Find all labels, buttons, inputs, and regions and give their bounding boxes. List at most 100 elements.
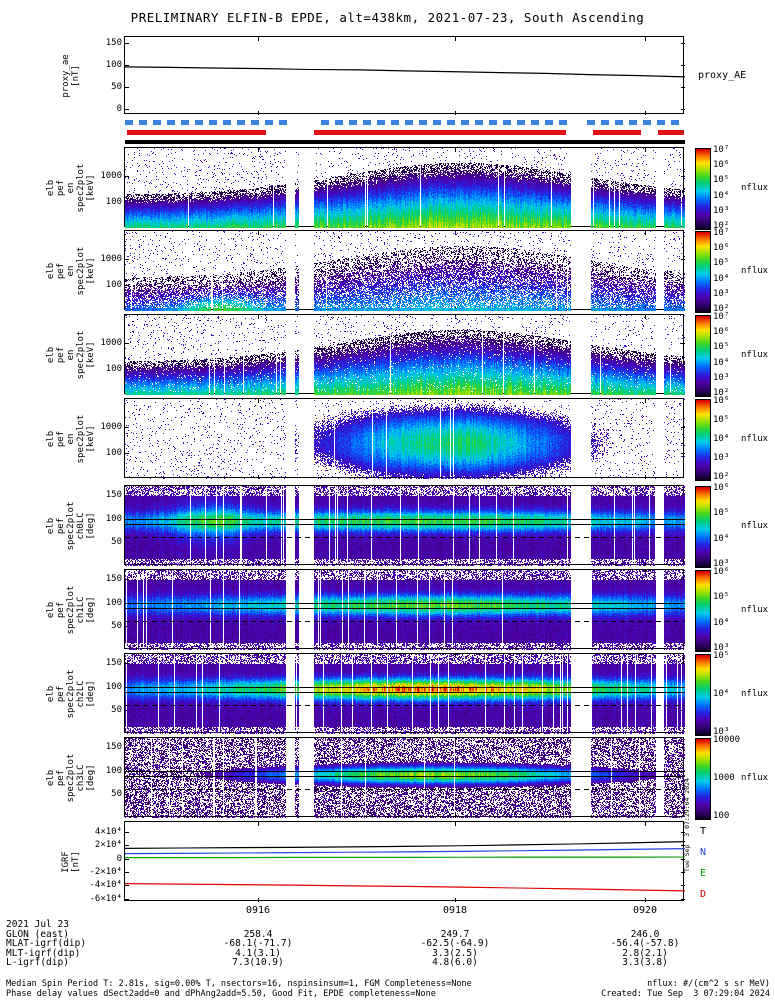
en1-cb-label: 10⁷ (713, 228, 730, 238)
pa2-ylabel-text: elb pef spec2plot ch2LC [deg] (46, 669, 96, 719)
avail-blue-dash (167, 120, 175, 125)
en2-cb-label: 10⁶ (713, 327, 730, 337)
avail-blue-dash (195, 120, 203, 125)
avail-blue-dash (153, 120, 161, 125)
avail-blue-dash (377, 120, 385, 125)
bottom-row-label-2: MLAT-igrf(dip) (6, 938, 87, 949)
bottom-row-value: 249.7 (440, 929, 470, 940)
bottom-row-value: 258.4 (243, 929, 273, 940)
pa1-cb-label: 10⁶ (713, 567, 730, 577)
side-timestamp-text: Tue Sep 3 07:29:04 2024 (683, 777, 691, 872)
en0-cb-label: 10⁵ (713, 175, 730, 185)
bottom-row-value: -68.1(-71.7) (223, 938, 293, 949)
avail-blue-dash (419, 120, 427, 125)
pa3-cb-title: nflux (741, 773, 769, 783)
avail-blue-dash (223, 120, 231, 125)
igrf-ytick-label: 4×10⁴ (94, 827, 122, 837)
avail-blue-dash (629, 120, 637, 125)
pa1-ytick-label: 100 (105, 598, 122, 608)
en0-ytick-label: 1000 (100, 171, 122, 181)
avail-blue-dash (587, 120, 595, 125)
pa2-cb-label: 10⁵ (713, 651, 730, 661)
pa0-colorbar (695, 486, 711, 568)
bottom-row-value: 246.0 (630, 929, 660, 940)
pa0-ytick-label: 150 (105, 490, 122, 500)
en1-cb-label: 10² (713, 304, 730, 314)
pa3-ytick-label: 50 (111, 789, 122, 799)
bottom-row-value: 3.3(3.8) (622, 957, 668, 968)
en1-cb-title: nflux (741, 266, 769, 276)
en0-ytick-label: 100 (105, 197, 122, 207)
pa0-cb-label: 10⁴ (713, 534, 730, 544)
pa2-ytick-label: 100 (105, 682, 122, 692)
footer-phase-delay: Phase delay values dSect2add=0 and dPhAn… (6, 989, 436, 999)
igrf-ytick-label: -2×10⁴ (89, 867, 122, 877)
pa1-cb-label: 10⁵ (713, 592, 730, 602)
pa0-ytick-label: 100 (105, 514, 122, 524)
en2-ytick-label: 100 (105, 364, 122, 374)
pa2-ytick-label: 50 (111, 705, 122, 715)
en2-spectrogram-canvas (125, 315, 685, 395)
igrf-legend-N: N (700, 847, 707, 858)
en3-ylabel: elb pef en spec2plot [keV] (44, 399, 98, 479)
bottom-row-label-0: 2021 Jul 23 (6, 919, 69, 930)
avail-blue-dash (545, 120, 553, 125)
pa1-cb-label: 10³ (713, 643, 730, 653)
pa3-ylabel-text: elb pef spec2plot ch3LC [deg] (46, 753, 96, 803)
bottom-row-value: 2.8(2.1) (622, 948, 668, 959)
bottom-row-label-1: GLON (east) (6, 929, 69, 940)
en3-cb-title: nflux (741, 434, 769, 444)
bottom-row-value: -56.4(-57.8) (610, 938, 680, 949)
avail-blue-dash (181, 120, 189, 125)
en1-ytick-label: 1000 (100, 254, 122, 264)
pa3-ytick-label: 100 (105, 766, 122, 776)
avail-blue-dash (671, 120, 679, 125)
avail-black-bar (125, 140, 685, 144)
pa0-cb-label: 10⁵ (713, 508, 730, 518)
pa2-cb-label: 10³ (713, 727, 730, 737)
avail-blue-dash (601, 120, 609, 125)
proxy_ae-ytick-label: 150 (105, 38, 122, 48)
pa1-spectrogram-canvas (125, 570, 685, 650)
bottom-row-value: 3.3(2.5) (432, 948, 478, 959)
en0-ylabel: elb pef en spec2plot [keV] (44, 148, 98, 228)
en2-ylabel-text: elb pef en spec2plot [keV] (46, 330, 96, 380)
bottom-row-label-3: MLT-igrf(dip) (6, 948, 81, 959)
avail-blue-dash (349, 120, 357, 125)
footer-median-spin-period: Median Spin Period T: 2.81s, sig=0.00% T… (6, 979, 472, 989)
igrf-ytick-label: 2×10⁴ (94, 840, 122, 850)
pa1-ylabel-text: elb pef spec2plot ch1LC [deg] (46, 585, 96, 635)
pa2-colorbar (695, 654, 711, 736)
avail-blue-dash (391, 120, 399, 125)
en3-spectrogram-canvas (125, 399, 685, 479)
avail-red-bar (658, 130, 685, 135)
pa1-colorbar (695, 570, 711, 652)
igrf-legend-T: T (700, 826, 707, 837)
avail-blue-dash (503, 120, 511, 125)
bottom-row-value: 4.8(6.0) (432, 957, 478, 968)
pa2-cb-title: nflux (741, 689, 769, 699)
bottom-row-value: 7.3(10.9) (232, 957, 284, 968)
en0-cb-label: 10⁷ (713, 145, 730, 155)
pa3-cb-label: 1000 (713, 773, 735, 783)
proxy_ae-ytick-label: 100 (105, 60, 122, 70)
avail-blue-dash (209, 120, 217, 125)
igrf-ytick-label: 0 (116, 854, 122, 864)
proxy_ae-ylabel: proxy_ae [nT] (44, 37, 98, 115)
footer-nflux-units: nflux: #/(cm^2 s sr MeV) (647, 979, 770, 989)
en0-cb-label: 10³ (713, 206, 730, 216)
pa3-cb-label: 10000 (713, 735, 741, 745)
avail-blue-dash (251, 120, 259, 125)
xaxis-label: 0918 (442, 905, 468, 916)
xaxis-label: 0916 (245, 905, 271, 916)
pa3-ylabel: elb pef spec2plot ch3LC [deg] (44, 738, 98, 818)
igrf-line-canvas (125, 822, 685, 902)
pa2-cb-label: 10⁴ (713, 689, 730, 699)
avail-blue-dash (531, 120, 539, 125)
pa0-ytick-label: 50 (111, 537, 122, 547)
en0-cb-title: nflux (741, 183, 769, 193)
avail-blue-dash (279, 120, 287, 125)
pa0-ylabel-text: elb pef spec2plot ch0LC [deg] (46, 501, 96, 551)
en3-ytick-label: 100 (105, 448, 122, 458)
igrf-ylabel: IGRF [nT] (44, 822, 98, 902)
